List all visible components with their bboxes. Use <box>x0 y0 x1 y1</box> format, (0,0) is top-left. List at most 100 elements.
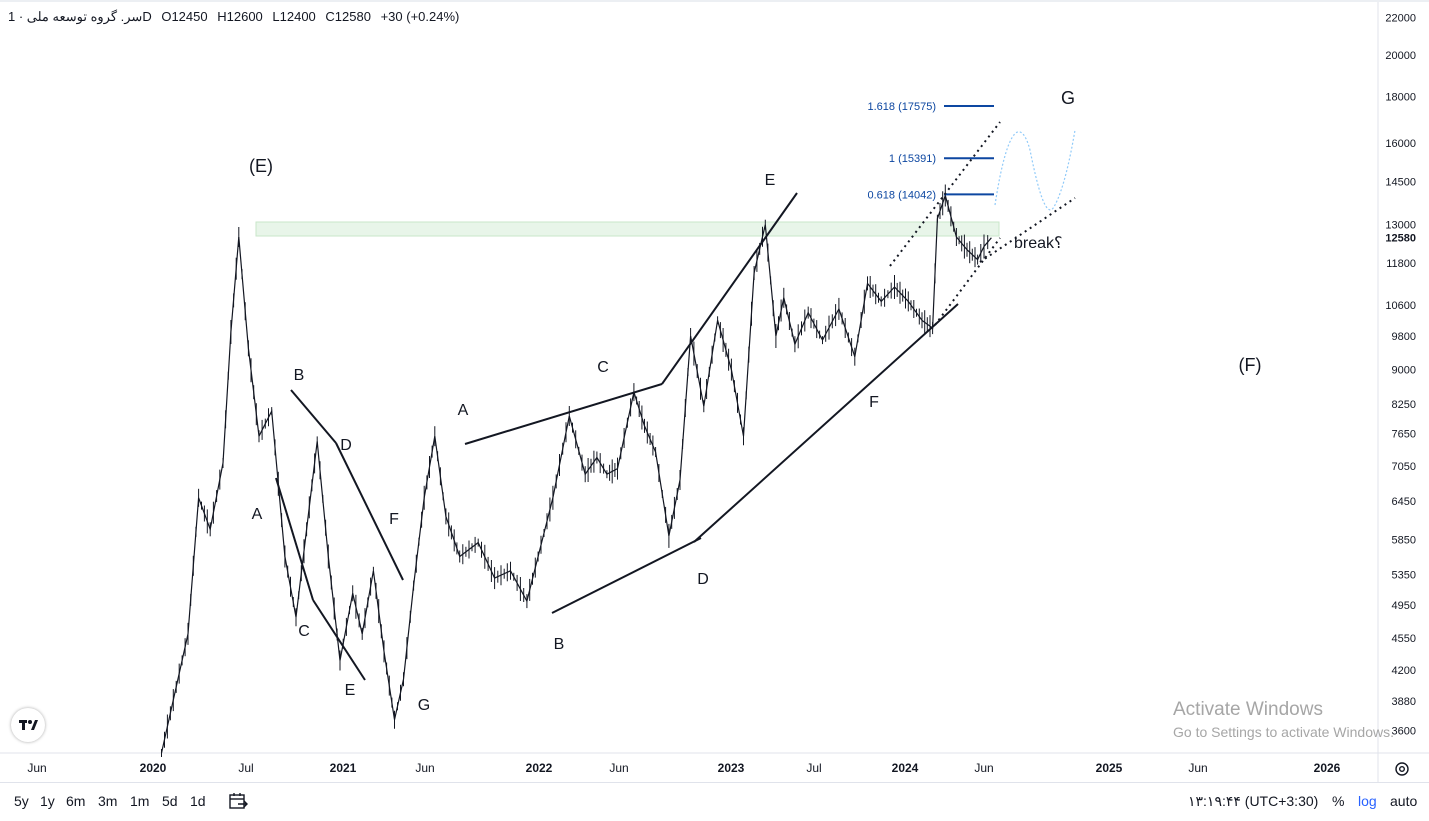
wave-label-3: B <box>294 367 305 384</box>
wave-label-2: A <box>252 506 263 523</box>
price-tick-label: 18000 <box>1385 92 1416 104</box>
time-tick-label: Jun <box>415 761 434 775</box>
wave-label-7: F <box>389 511 399 528</box>
wave-label-15: G <box>1061 88 1075 108</box>
price-tick-label: 7650 <box>1392 429 1416 441</box>
time-tick-label: 2021 <box>330 761 357 775</box>
trendline-b-d <box>551 537 702 614</box>
percent-scale-button[interactable]: % <box>1332 793 1345 809</box>
trendline-a-c-mid <box>464 383 663 445</box>
fib-level-label: 1 (15391) <box>889 153 936 165</box>
wave-label-6: E <box>345 682 356 699</box>
fib-levels-layer: 1.618 (17575) 1 (15391) 0.618 (14042) <box>868 101 994 201</box>
price-tick-label: 7050 <box>1392 461 1416 473</box>
time-tick-label: Jun <box>27 761 46 775</box>
projection-path <box>994 129 1076 211</box>
fib-level-label: 0.618 (14042) <box>868 189 937 201</box>
time-tick-label: Jun <box>1188 761 1207 775</box>
time-tick-label: Jun <box>974 761 993 775</box>
price-tick-label: 3880 <box>1392 696 1416 708</box>
tradingview-logo-icon[interactable] <box>11 708 45 742</box>
symbol-header: سر. گروه توسعه ملی · 1D O12450 H12600 L1… <box>8 9 465 25</box>
wave-label-4: C <box>298 623 310 640</box>
price-tick-label: 13000 <box>1385 220 1416 232</box>
fib-level-label: 1.618 (17575) <box>868 101 937 113</box>
wave-label-10: B <box>554 636 565 653</box>
log-scale-button[interactable]: log <box>1358 793 1377 809</box>
time-tick-label: 2020 <box>140 761 167 775</box>
time-tick-label: Jul <box>238 761 253 775</box>
gear-icon[interactable] <box>1392 759 1412 779</box>
top-border <box>0 0 1429 2</box>
trendline-a-c <box>275 477 314 601</box>
price-tick-label: 5350 <box>1392 569 1416 581</box>
trendline-c-e-mid <box>661 192 798 385</box>
range-5y-button[interactable]: 5y <box>14 793 29 809</box>
price-tick-label: 8250 <box>1392 399 1416 411</box>
price-tick-label: 5850 <box>1392 534 1416 546</box>
ohlc-change: +30 (+0.24%) <box>380 9 460 24</box>
range-5d-button[interactable]: 5d <box>162 793 178 809</box>
calendar-goto-icon[interactable] <box>228 791 248 811</box>
time-tick-label: Jun <box>609 761 628 775</box>
resistance-zone <box>255 221 1000 237</box>
wave-labels-layer: (E) A B C D E F G A B C D E F G (F) break؟ <box>249 88 1261 714</box>
price-axis[interactable]: 22000 20000 18000 16000 14500 13000 11800 10600… <box>1380 13 1418 738</box>
price-chart[interactable]: 1.618 (17575) 1 (15391) 0.618 (14042) (E) A… <box>0 0 1429 782</box>
trendline-d-f-mid <box>693 303 959 543</box>
price-tick-label: 6450 <box>1392 496 1416 508</box>
range-1m-button[interactable]: 1m <box>130 793 150 809</box>
price-tick-label: 20000 <box>1385 50 1416 62</box>
wave-label-14: F <box>869 394 879 411</box>
wave-label-12: D <box>697 571 709 588</box>
price-line <box>160 193 992 754</box>
wave-label-16: (F) <box>1239 355 1262 375</box>
price-series-layer <box>160 184 992 757</box>
price-tick-label: 3600 <box>1392 726 1416 738</box>
trendline-d-f <box>335 442 404 581</box>
last-price-label: 12580 <box>1385 233 1416 245</box>
last-price-tag <box>1380 229 1418 246</box>
time-tick-label: 2026 <box>1314 761 1341 775</box>
time-tick-label: 2022 <box>526 761 553 775</box>
range-1d-button[interactable]: 1d <box>190 793 206 809</box>
range-6m-button[interactable]: 6m <box>66 793 86 809</box>
ohlc-high: H12600 <box>217 9 263 24</box>
time-tick-label: 2025 <box>1096 761 1123 775</box>
price-tick-label: 14500 <box>1385 177 1416 189</box>
price-tick-label: 11800 <box>1386 258 1416 270</box>
time-tick-label: 2023 <box>718 761 745 775</box>
price-tick-label: 4200 <box>1392 665 1416 677</box>
wave-label-11: C <box>597 359 609 376</box>
ohlc-close: C12580 <box>325 9 371 24</box>
trendline-upper-left <box>290 389 337 444</box>
price-tick-label: 9800 <box>1392 331 1416 343</box>
dotted-channel-upper <box>889 121 1001 267</box>
trendline-c-e <box>312 599 366 681</box>
price-tick-label: 4550 <box>1392 633 1416 645</box>
wave-label-1: (E) <box>249 156 273 176</box>
price-tick-label: 10600 <box>1385 300 1416 312</box>
time-axis[interactable]: Jun 2020 Jul 2021 Jun 2022 Jun 2023 Jul 2024 Jun 20… <box>27 761 1340 775</box>
time-tick-label: 2024 <box>892 761 919 775</box>
wave-label-9: A <box>458 402 469 419</box>
wave-label-5: D <box>340 437 352 454</box>
auto-scale-button[interactable]: auto <box>1390 793 1418 809</box>
range-1y-button[interactable]: 1y <box>40 793 55 809</box>
activate-windows-title: Activate Windows <box>1173 699 1323 720</box>
activate-windows-subtitle: Go to Settings to activate Windows. <box>1173 724 1394 740</box>
price-tick-label: 9000 <box>1392 365 1416 377</box>
price-tick-label: 22000 <box>1385 13 1416 25</box>
bottom-toolbar: 5y 1y 6m 3m 1m 5d 1d ۱۳:۱۹:۴۴ (UTC+3:30)… <box>0 782 1429 821</box>
dotted-channel-lower <box>934 237 1001 326</box>
price-tick-label: 4950 <box>1392 600 1416 612</box>
ohlc-open: O12450 <box>161 9 208 24</box>
time-tick-label: Jul <box>806 761 821 775</box>
clock-timezone[interactable]: ۱۳:۱۹:۴۴ (UTC+3:30) <box>1188 793 1319 809</box>
dotted-break-line <box>979 197 1076 263</box>
ohlc-low: L12400 <box>272 9 316 24</box>
range-3m-button[interactable]: 3m <box>98 793 118 809</box>
wave-label-8: G <box>418 697 430 714</box>
symbol-title[interactable]: سر. گروه توسعه ملی · 1D <box>8 9 152 24</box>
wave-label-17: break؟ <box>1014 235 1063 252</box>
